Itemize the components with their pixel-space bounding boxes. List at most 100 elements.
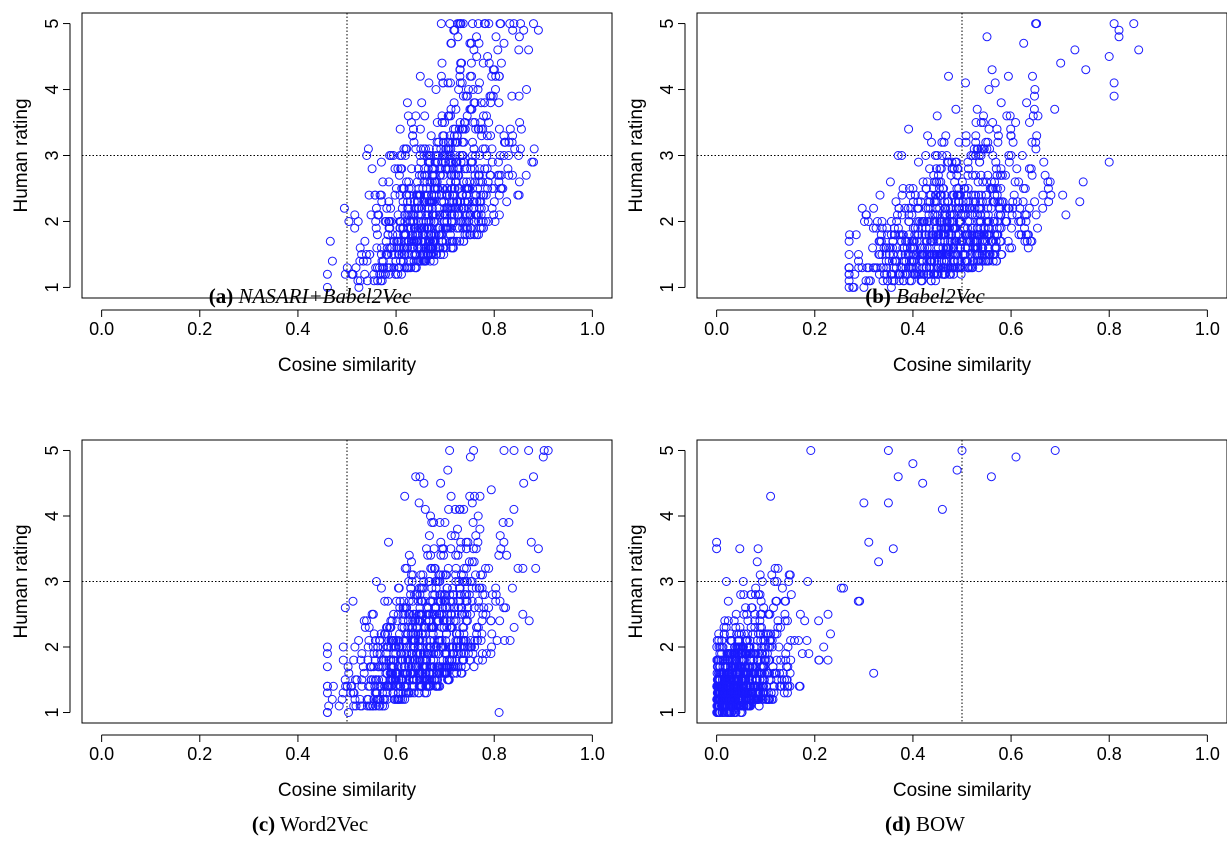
y-tick-label: 2: [42, 216, 62, 226]
data-point: [893, 151, 903, 160]
data-point: [451, 563, 461, 573]
data-point: [1019, 38, 1029, 48]
data-point: [1028, 71, 1037, 81]
data-point: [992, 170, 1002, 180]
data-point: [1033, 111, 1043, 121]
data-point: [456, 537, 466, 547]
data-point: [972, 104, 982, 114]
data-point: [981, 190, 991, 200]
data-point: [375, 190, 385, 200]
data-point: [518, 609, 528, 619]
data-point: [864, 276, 874, 286]
data-point: [752, 694, 761, 704]
data-point: [975, 197, 985, 207]
data-point: [408, 622, 418, 632]
data-point: [364, 636, 374, 645]
data-point: [543, 446, 553, 455]
data-point: [1045, 177, 1055, 187]
data-point: [765, 668, 774, 678]
data-point: [456, 58, 466, 68]
data-point: [413, 616, 423, 626]
data-point: [349, 688, 359, 698]
y-tick-label: 4: [657, 85, 677, 95]
data-point: [374, 675, 384, 685]
data-point: [437, 118, 447, 127]
data-point: [474, 203, 484, 213]
x-tick-label: 0.2: [802, 319, 827, 339]
x-tick-label: 0.8: [482, 744, 507, 764]
data-point: [1019, 184, 1029, 193]
data-point: [458, 636, 468, 645]
data-point: [438, 131, 448, 141]
data-point: [1011, 452, 1021, 462]
data-point: [422, 197, 432, 207]
data-point: [505, 124, 515, 134]
data-point: [451, 177, 461, 187]
data-point: [756, 596, 766, 606]
data-point: [455, 71, 465, 81]
data-point: [393, 164, 403, 174]
data-point: [431, 250, 441, 259]
data-point: [947, 164, 957, 174]
data-point: [910, 190, 920, 200]
data-point: [474, 583, 484, 593]
data-point: [398, 197, 408, 207]
data-point: [351, 701, 361, 711]
data-point: [716, 655, 726, 665]
data-point: [452, 137, 462, 147]
data-point: [491, 32, 501, 42]
data-point: [454, 583, 464, 593]
data-point: [529, 472, 538, 482]
data-point: [435, 681, 445, 691]
data-point: [394, 170, 404, 180]
data-point: [988, 184, 998, 193]
data-point: [375, 662, 385, 672]
data-point: [424, 78, 434, 88]
data-point: [446, 170, 456, 180]
data-point: [476, 98, 486, 108]
data-point: [431, 85, 441, 94]
data-point: [1109, 78, 1119, 88]
data-point: [956, 190, 965, 200]
data-point: [753, 655, 763, 665]
data-point: [338, 688, 348, 698]
caption-a: (a) NASARI+Babel2Vec: [10, 284, 610, 309]
data-point: [455, 629, 464, 639]
data-point: [734, 694, 744, 704]
data-point: [894, 203, 904, 213]
data-point: [413, 596, 423, 606]
data-point: [1075, 197, 1085, 207]
data-point: [445, 446, 455, 455]
data-point: [973, 177, 983, 187]
data-point: [874, 557, 884, 567]
data-point: [942, 256, 952, 266]
data-point: [757, 577, 767, 586]
data-point: [407, 577, 417, 586]
data-point: [494, 177, 504, 187]
data-point: [367, 164, 377, 174]
caption-b-name: Babel2Vec: [896, 284, 985, 308]
x-tick-label: 0.4: [900, 319, 925, 339]
data-point: [420, 596, 430, 606]
data-point: [430, 164, 440, 174]
data-point: [463, 642, 473, 652]
data-point: [419, 177, 429, 187]
data-point: [720, 688, 730, 698]
data-point: [844, 250, 854, 259]
data-point: [524, 45, 534, 55]
data-point: [373, 694, 383, 704]
data-point: [864, 537, 874, 547]
data-point: [720, 694, 730, 704]
data-point: [773, 616, 783, 626]
data-point: [897, 151, 907, 160]
data-point: [423, 164, 433, 174]
data-point: [403, 622, 413, 632]
panel-d: 0.0 0.2 0.4 0.6 0.8 1.0 Cosine similarity 1 2 3 4 5…: [626, 439, 1227, 801]
data-point: [403, 111, 413, 121]
data-point: [378, 694, 388, 704]
data-point: [424, 609, 434, 619]
data-point: [957, 177, 967, 187]
data-point: [932, 217, 942, 226]
data-point: [442, 190, 452, 200]
caption-d-tag: (d): [885, 812, 911, 836]
